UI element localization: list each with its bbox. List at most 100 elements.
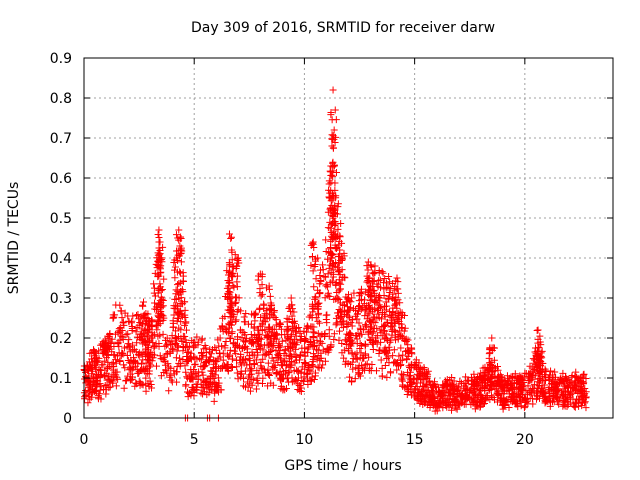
data-point [168, 378, 176, 386]
data-point [168, 332, 176, 340]
data-point [334, 225, 342, 233]
data-point [214, 384, 222, 392]
data-point [119, 336, 127, 344]
data-point [507, 381, 515, 389]
data-point [525, 374, 533, 382]
data-point [486, 395, 494, 403]
data-point [257, 358, 265, 366]
data-point [100, 372, 108, 380]
data-point [182, 319, 190, 327]
data-point [356, 302, 364, 310]
data-point [395, 312, 403, 320]
data-point [385, 295, 393, 303]
data-point [466, 389, 474, 397]
data-point [166, 349, 174, 357]
data-point [155, 272, 163, 280]
data-point [265, 351, 273, 359]
data-point [338, 276, 346, 284]
data-point [330, 135, 338, 143]
data-point [383, 302, 391, 310]
data-point [387, 313, 395, 321]
data-point [214, 374, 222, 382]
data-point [336, 246, 344, 254]
data-point [340, 346, 348, 354]
data-point [205, 358, 213, 366]
data-point [228, 330, 236, 338]
data-point [150, 331, 158, 339]
data-point [315, 299, 323, 307]
data-point [336, 233, 344, 241]
data-point [426, 391, 434, 399]
data-point [288, 312, 296, 320]
data-point [546, 371, 554, 379]
data-point [425, 398, 433, 406]
data-point [104, 351, 112, 359]
data-point [404, 336, 412, 344]
data-point [389, 352, 397, 360]
data-point [348, 350, 356, 358]
data-point [335, 287, 343, 295]
data-point [181, 362, 189, 370]
data-point [328, 235, 336, 243]
data-point [579, 396, 587, 404]
data-point [264, 382, 272, 390]
data-point [171, 263, 179, 271]
tick-labels: 0 0.1 0.2 0.3 0.4 0.5 0.6 0.7 0.8 0.9 0 5 10 15 20 [50, 51, 534, 448]
data-point [371, 305, 379, 313]
data-point [338, 321, 346, 329]
data-point [202, 344, 210, 352]
data-point [363, 360, 371, 368]
data-point [181, 314, 189, 322]
data-point [266, 292, 274, 300]
data-point [188, 387, 196, 395]
data-point [476, 401, 484, 409]
data-point [263, 332, 271, 340]
data-point [250, 360, 258, 368]
data-point [517, 383, 525, 391]
data-point [120, 361, 128, 369]
data-point [327, 194, 335, 202]
data-point [329, 132, 337, 140]
data-point [226, 346, 234, 354]
data-point [390, 359, 398, 367]
data-point [426, 404, 434, 412]
data-point [351, 375, 359, 383]
data-point [538, 347, 546, 355]
data-point [110, 351, 118, 359]
data-point [265, 282, 273, 290]
data-point [122, 376, 130, 384]
data-point [405, 362, 413, 370]
data-point [337, 220, 345, 228]
data-point [468, 381, 476, 389]
data-point [399, 382, 407, 390]
data-point [315, 364, 323, 372]
data-point [541, 397, 549, 405]
data-point [285, 369, 293, 377]
data-point [170, 302, 178, 310]
data-point [96, 386, 104, 394]
data-point [105, 384, 113, 392]
y-tick-label: 0.2 [50, 331, 72, 347]
data-point [391, 301, 399, 309]
data-point [314, 317, 322, 325]
data-point [168, 341, 176, 349]
data-point [86, 363, 94, 371]
data-point [355, 370, 363, 378]
data-point [173, 368, 181, 376]
data-point [242, 355, 250, 363]
data-point [193, 333, 201, 341]
data-point [199, 384, 207, 392]
data-point [198, 335, 206, 343]
data-point [309, 358, 317, 366]
data-point [86, 387, 94, 395]
data-point [330, 330, 338, 338]
data-point [156, 320, 164, 328]
data-point [243, 345, 251, 353]
data-point [145, 382, 153, 390]
data-point [274, 344, 282, 352]
data-point [172, 335, 180, 343]
data-point [393, 366, 401, 374]
data-point [327, 179, 335, 187]
data-point [177, 258, 185, 266]
data-point [344, 312, 352, 320]
